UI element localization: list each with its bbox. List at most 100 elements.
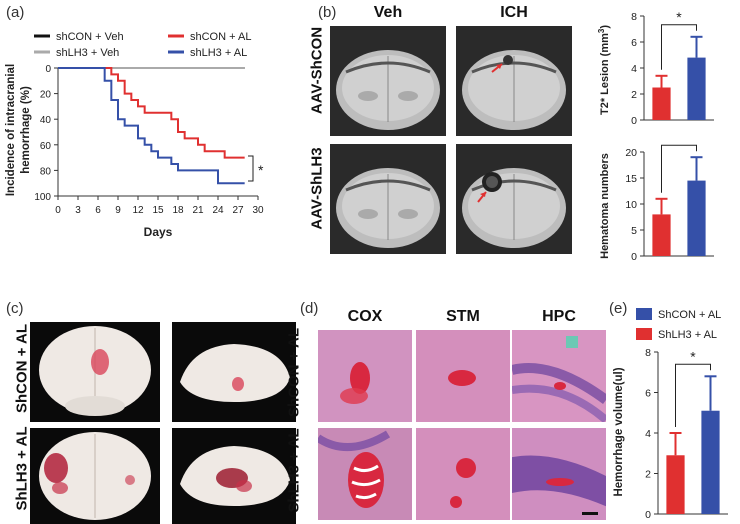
row-label-d-shlh3: ShLH3 + AL <box>285 428 303 513</box>
histology-stm-shlh3 <box>416 428 510 520</box>
row-label-aav-shlh3: AAV-ShLH3 <box>308 147 326 230</box>
col-header-ich: ICH <box>500 4 528 21</box>
mri-ich-shcon <box>456 26 572 136</box>
mri-ich-shlh3 <box>456 144 572 254</box>
chart-e-y-tick-2: 2 <box>645 469 651 481</box>
col-header-cox: COX <box>347 308 383 325</box>
y-tick-label-100: 100 <box>34 192 51 203</box>
x-tick-label-3: 3 <box>75 205 81 216</box>
chart-e-y-tick-6: 6 <box>645 388 651 400</box>
incidence-line-chart: shCON + Veh shCON + AL shLH3 + Veh shLH3… <box>5 31 264 239</box>
col-header-stm: STM <box>446 308 480 325</box>
chart-e-sig-bracket <box>675 363 711 427</box>
chart-b1-sig-bracket <box>661 24 697 70</box>
chart-b2-sig-bracket <box>661 144 697 193</box>
legend-label-shcon-al: shCON + AL <box>190 31 251 43</box>
scale-bar <box>582 512 598 515</box>
panel-label-c: (c) <box>6 300 24 317</box>
chart-a-legend: shCON + Veh shCON + AL shLH3 + Veh shLH3… <box>34 31 251 59</box>
histology-hpc-shlh3 <box>512 428 606 520</box>
x-tick-label-24: 24 <box>212 205 224 216</box>
chart-b1-y-tick-8: 8 <box>631 11 637 23</box>
chart-a-ylabel-line1: Incidence of intracranial <box>5 64 17 196</box>
col-header-hpc: HPC <box>542 308 576 325</box>
mri-veh-shlh3 <box>330 144 446 254</box>
legend-label-shlh3-al: shLH3 + AL <box>190 47 247 59</box>
col-header-veh: Veh <box>373 4 403 21</box>
t2-lesion-bar-chart: 0 2 4 6 8 * T2* Lesion (mm3) <box>597 9 714 127</box>
row-label-c-shcon: ShCON + AL <box>13 323 31 414</box>
legend-swatch-shlh3-al <box>636 328 652 340</box>
histology-cox-shcon <box>318 330 412 422</box>
chart-b1-y-tick-6: 6 <box>631 37 637 49</box>
chart-e-y-tick-0: 0 <box>645 509 651 521</box>
chart-a-sig-star: * <box>258 162 264 178</box>
row-label-aav-shcon: AAV-ShCON <box>308 26 326 115</box>
hematoma-bar-chart: 0 5 10 15 20 * Hematoma numbers <box>599 140 714 263</box>
chart-b2-bar-1 <box>687 180 706 256</box>
hemorrhage-volume-bar-chart: ShCON + AL ShLH3 + AL 0 2 4 6 8 * Hemorrhage … <box>613 308 728 521</box>
chart-b2-sig-star: * <box>676 140 682 145</box>
chart-b1-bar-0 <box>652 87 671 120</box>
y-tick-label-20: 20 <box>40 90 52 101</box>
chart-b1-y-tick-2: 2 <box>631 89 637 101</box>
chart-b2-y-tick-10: 10 <box>625 199 637 211</box>
x-tick-label-21: 21 <box>192 205 204 216</box>
legend-swatch-shcon-al <box>636 308 652 320</box>
panel-label-b: (b) <box>318 4 337 21</box>
chart-b1-y-tick-4: 4 <box>631 63 637 75</box>
chart-e-y-tick-8: 8 <box>645 347 651 359</box>
brain-side-shcon <box>172 322 296 422</box>
chart-a-xlabel: Days <box>144 225 173 239</box>
series-line-shcon-al <box>58 67 245 159</box>
y-tick-label-0: 0 <box>45 64 51 75</box>
chart-e-y-tick-4: 4 <box>645 428 651 440</box>
legend-label-e-shcon: ShCON + AL <box>658 309 721 321</box>
panel-label-a: (a) <box>6 4 25 21</box>
chart-a-ylabel-line2: hemorrhage (%) <box>20 86 32 174</box>
brain-side-shlh3 <box>172 428 296 524</box>
series-line-shlh3-al <box>58 67 245 185</box>
histology-hpc-shcon <box>512 330 606 422</box>
chart-b1-bar-1 <box>687 57 706 120</box>
x-tick-label-9: 9 <box>115 205 121 216</box>
chart-b2-y-tick-0: 0 <box>631 251 637 263</box>
x-tick-label-27: 27 <box>232 205 244 216</box>
chart-b1-sig-star: * <box>676 9 682 25</box>
histology-stm-shcon <box>416 330 510 422</box>
x-tick-label-0: 0 <box>55 205 61 216</box>
legend-label-shcon-veh: shCON + Veh <box>56 31 124 43</box>
legend-label-shlh3-veh: shLH3 + Veh <box>56 47 119 59</box>
row-label-d-shcon: ShCON + AL <box>285 327 303 418</box>
brain-top-shcon <box>30 322 160 422</box>
y-tick-label-40: 40 <box>40 115 52 126</box>
x-tick-label-30: 30 <box>252 205 264 216</box>
x-tick-label-15: 15 <box>152 205 164 216</box>
panel-label-e: (e) <box>609 300 628 317</box>
chart-b2-y-tick-20: 20 <box>625 147 637 159</box>
chart-b2-y-tick-15: 15 <box>625 173 637 185</box>
histology-cox-shlh3 <box>318 428 412 520</box>
x-tick-label-18: 18 <box>172 205 184 216</box>
chart-e-sig-star: * <box>690 348 696 364</box>
chart-b1-y-tick-0: 0 <box>631 115 637 127</box>
chart-a-sig-bracket <box>248 155 254 182</box>
x-tick-label-12: 12 <box>132 205 144 216</box>
mri-veh-shcon <box>330 26 446 136</box>
chart-e-bar-1 <box>701 410 720 514</box>
brain-top-shlh3 <box>30 428 160 524</box>
chart-e-legend: ShCON + AL ShLH3 + AL <box>636 308 721 341</box>
chart-e-ylabel: Hemorrhage volume(ul) <box>613 367 625 496</box>
chart-e-bar-0 <box>666 455 685 514</box>
panel-label-d: (d) <box>300 300 319 317</box>
row-label-c-shlh3: ShLH3 + AL <box>13 426 31 511</box>
chart-b2-ylabel: Hematoma numbers <box>599 153 611 259</box>
chart-b2-bar-0 <box>652 214 671 256</box>
lesion-spot <box>503 55 513 65</box>
chart-b2-y-tick-5: 5 <box>631 225 637 237</box>
legend-label-e-shlh3: ShLH3 + AL <box>658 329 717 341</box>
x-tick-label-6: 6 <box>95 205 101 216</box>
y-tick-label-60: 60 <box>40 141 52 152</box>
y-tick-label-80: 80 <box>40 166 52 177</box>
chart-b1-ylabel: T2* Lesion (mm3) <box>597 25 612 115</box>
